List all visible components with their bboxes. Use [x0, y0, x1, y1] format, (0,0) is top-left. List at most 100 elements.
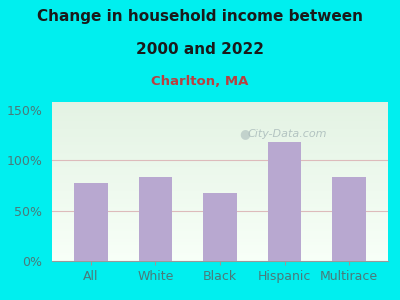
Bar	[52, 202, 388, 204]
Bar	[52, 102, 388, 104]
Text: ●: ●	[240, 127, 251, 140]
Bar	[52, 183, 388, 185]
Bar	[52, 223, 388, 224]
Bar	[52, 232, 388, 234]
Bar	[52, 220, 388, 221]
Bar	[52, 118, 388, 119]
Bar	[52, 113, 388, 115]
Bar	[52, 129, 388, 130]
Bar	[138, 178, 172, 261]
Bar	[52, 250, 388, 251]
Bar	[52, 180, 388, 182]
Bar	[52, 228, 388, 229]
Bar	[52, 234, 388, 236]
Bar	[52, 134, 388, 135]
Bar	[52, 161, 388, 162]
Bar	[52, 135, 388, 137]
Bar	[52, 108, 388, 110]
Bar	[52, 186, 388, 188]
Bar	[52, 201, 388, 202]
Bar	[52, 253, 388, 255]
Bar	[52, 116, 388, 118]
Bar	[52, 224, 388, 226]
Bar	[52, 156, 388, 158]
Bar	[52, 177, 388, 178]
Bar	[52, 123, 388, 124]
Bar	[52, 199, 388, 201]
Bar	[52, 128, 388, 129]
Bar	[52, 107, 388, 108]
Bar	[52, 164, 388, 166]
Bar	[52, 154, 388, 156]
Bar	[52, 237, 388, 239]
Bar	[332, 178, 366, 261]
Bar	[52, 244, 388, 245]
Bar	[52, 208, 388, 210]
Bar	[52, 124, 388, 126]
Bar	[52, 215, 388, 217]
Bar	[52, 172, 388, 173]
Bar	[52, 110, 388, 112]
Bar	[52, 196, 388, 197]
Bar	[52, 150, 388, 151]
Bar	[52, 132, 388, 134]
Bar	[52, 126, 388, 128]
Bar	[52, 194, 388, 196]
Bar	[52, 159, 388, 161]
Bar	[52, 112, 388, 113]
Text: 2000 and 2022: 2000 and 2022	[136, 42, 264, 57]
Text: Change in household income between: Change in household income between	[37, 9, 363, 24]
Bar	[52, 251, 388, 253]
Bar	[52, 115, 388, 116]
Bar	[52, 236, 388, 237]
Bar	[52, 148, 388, 150]
Bar	[52, 121, 388, 123]
Bar	[52, 140, 388, 142]
Bar	[52, 139, 388, 140]
Bar	[52, 248, 388, 250]
Text: Charlton, MA: Charlton, MA	[151, 75, 249, 88]
Bar	[52, 151, 388, 153]
Bar	[52, 239, 388, 240]
Bar	[52, 204, 388, 205]
Bar	[52, 245, 388, 247]
Bar	[52, 256, 388, 258]
Bar	[52, 193, 388, 194]
Bar	[52, 103, 388, 105]
Bar	[52, 146, 388, 148]
Bar	[52, 182, 388, 183]
Bar	[52, 191, 388, 193]
Bar	[52, 173, 388, 175]
Bar	[52, 213, 388, 215]
Bar	[52, 162, 388, 164]
Bar	[52, 130, 388, 132]
Bar	[52, 166, 388, 167]
Bar	[52, 247, 388, 248]
Bar	[52, 175, 388, 177]
Bar	[52, 170, 388, 172]
Bar	[52, 226, 388, 228]
Bar	[52, 185, 388, 186]
Bar	[268, 142, 302, 261]
Bar	[52, 105, 388, 107]
Bar	[52, 142, 388, 143]
Bar	[52, 217, 388, 218]
Bar	[52, 212, 388, 213]
Bar	[52, 205, 388, 207]
Bar	[52, 255, 388, 256]
Bar	[52, 137, 388, 139]
Bar	[52, 119, 388, 121]
Bar	[52, 258, 388, 260]
Bar	[52, 190, 388, 191]
Bar	[52, 169, 388, 170]
Bar	[52, 210, 388, 212]
Bar	[52, 145, 388, 146]
Bar	[52, 143, 388, 145]
Bar	[52, 197, 388, 199]
Bar	[52, 242, 388, 244]
Bar	[52, 167, 388, 169]
Bar	[203, 193, 237, 261]
Bar	[52, 178, 388, 180]
Text: City-Data.com: City-Data.com	[248, 129, 327, 139]
Bar	[52, 229, 388, 231]
